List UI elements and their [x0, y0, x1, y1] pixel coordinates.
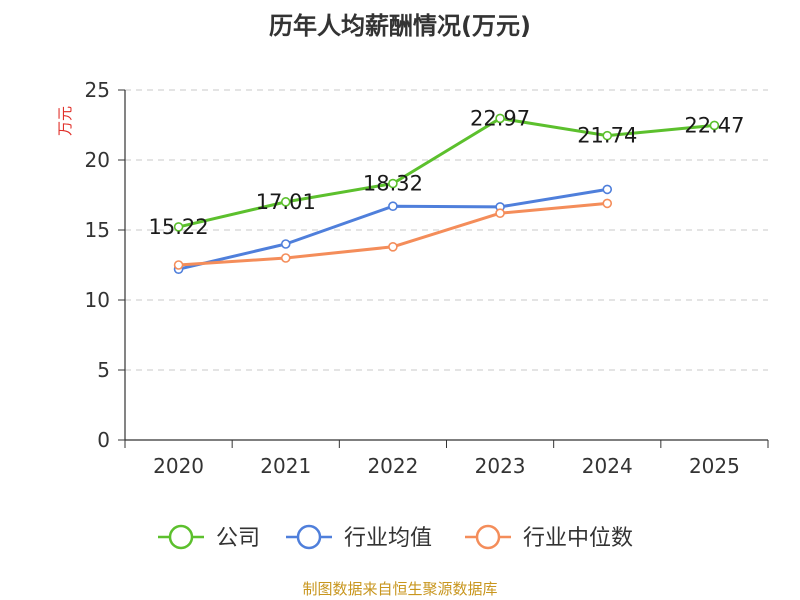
data-label: 22.47	[684, 113, 744, 137]
data-labels: 15.22 17.01 18.32 22.97 21.74 22.47	[149, 106, 745, 239]
y-tick-label: 25	[85, 78, 110, 102]
data-point	[602, 130, 613, 141]
y-tick-label: 0	[97, 428, 110, 452]
data-point	[709, 120, 720, 131]
data-point	[280, 239, 291, 249]
data-point	[495, 113, 505, 124]
data-label: 22.97	[470, 106, 530, 130]
legend-marker	[475, 524, 501, 550]
data-point	[495, 208, 505, 218]
y-axis-label: 万元	[56, 106, 74, 136]
data-point	[173, 222, 184, 232]
y-tick-label: 15	[85, 218, 110, 242]
legend-item: 公司	[158, 524, 260, 551]
y-tick-label: 5	[97, 358, 110, 382]
series-line-1	[178, 187, 608, 271]
data-label: 21.74	[577, 124, 637, 148]
data-point	[280, 197, 291, 207]
series-line-0	[178, 116, 715, 229]
data-label: 17.01	[256, 190, 316, 214]
x-tick-label: 2024	[582, 454, 633, 478]
x-tick-label: 2022	[367, 454, 418, 478]
x-tick-label: 2023	[475, 454, 526, 478]
data-label: 18.32	[363, 172, 423, 196]
legend: 公司 行业均值 行业中位数	[158, 524, 633, 551]
legend-marker	[296, 524, 322, 550]
legend-label: 行业中位数	[523, 526, 633, 551]
data-point	[602, 184, 613, 195]
data-label: 15.22	[149, 215, 209, 239]
x-tick-label: 2021	[260, 454, 311, 478]
x-tick-label: 2025	[689, 454, 740, 478]
series-group	[173, 113, 720, 275]
data-point	[602, 198, 613, 209]
legend-label: 公司	[216, 526, 260, 551]
data-point	[388, 201, 398, 211]
data-point	[388, 242, 398, 252]
source-note: 制图数据来自恒生聚源数据库	[302, 580, 497, 598]
legend-item: 行业中位数	[465, 524, 633, 551]
y-tick-label: 20	[85, 148, 110, 172]
legend-marker	[168, 524, 194, 550]
data-point	[173, 260, 184, 270]
y-tick-label: 10	[85, 288, 110, 312]
legend-label: 行业均值	[344, 526, 432, 551]
x-tick-label: 2020	[153, 454, 204, 478]
data-point	[280, 253, 291, 263]
data-point	[388, 178, 398, 189]
legend-item: 行业均值	[286, 524, 432, 551]
chart-title: 历年人均薪酬情况(万元)	[269, 12, 531, 40]
